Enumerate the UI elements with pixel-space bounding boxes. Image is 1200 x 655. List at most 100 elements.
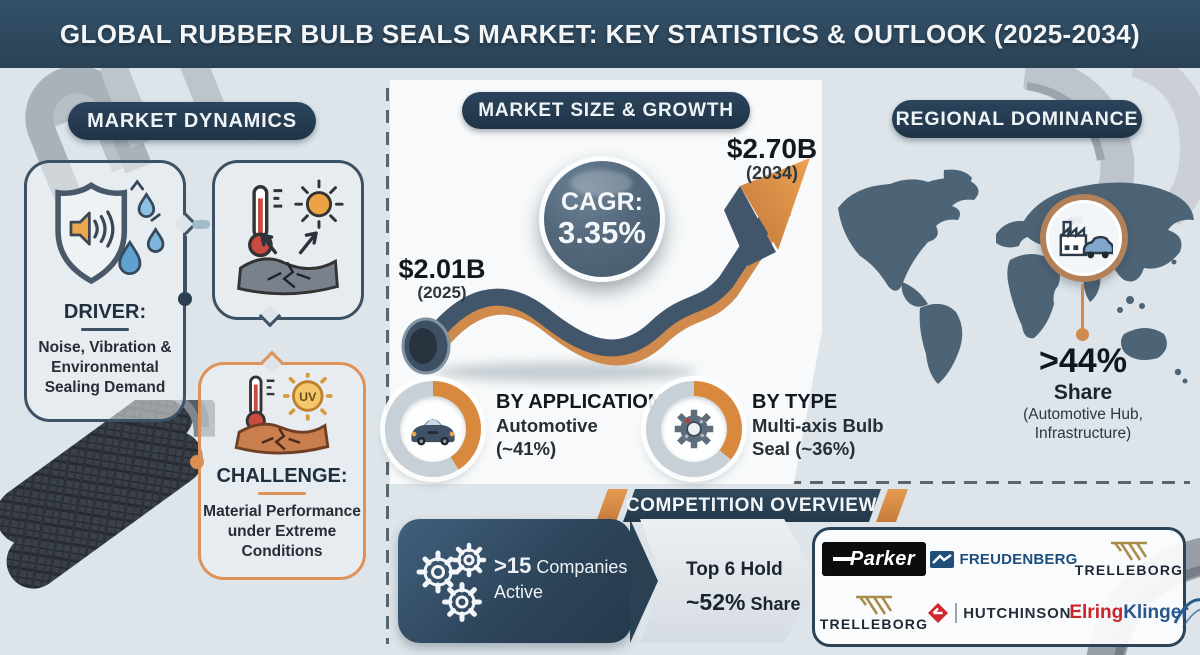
gears-icon [416, 542, 487, 622]
by-application-text: BY APPLICATION Automotive (~41%) [496, 390, 662, 460]
market-end-value: $2.70B (2034) [722, 134, 822, 184]
decor-seal-bottom-left [0, 400, 215, 589]
market-start-value: $2.01B (2025) [396, 255, 488, 303]
shield-sound-waterdrops-icon [55, 179, 165, 285]
connector-dot-navy [178, 292, 192, 306]
logo-freudenberg: FREUDENBERG [930, 550, 1078, 568]
trelleborg-wordmark: TRELLEBORG [1074, 562, 1184, 578]
section-title-market-size: MARKET SIZE & GROWTH [462, 92, 750, 129]
connector-line-driver [184, 236, 187, 292]
regional-note-line2: Infrastructure) [1034, 425, 1132, 443]
top6-line1: Top 6 Hold [686, 559, 783, 580]
elring-wordmark: Elring [1069, 602, 1124, 623]
top6-share-value: ~52% [686, 588, 746, 615]
logo-trelleborg-2: TRELLEBORG [820, 595, 928, 631]
freudenberg-flag-icon [930, 550, 955, 568]
page-title: GLOBAL RUBBER BULB SEALS MARKET: KEY STA… [59, 18, 1141, 49]
top6-share-word: Share [745, 593, 801, 614]
divider-vertical-dashed [386, 88, 389, 644]
market-dynamics-label: MARKET DYNAMICS [87, 109, 297, 132]
thermometer-uv-crack-icon: UV [234, 373, 333, 455]
elringklinger-swoosh-icon [1173, 598, 1200, 628]
regional-share-label: Share [1053, 381, 1113, 404]
hutchinson-divider [955, 603, 958, 623]
challenge-bubble: UV CHALLENGE: Material Performance under… [198, 362, 366, 580]
end-value: $2.70B [726, 133, 818, 164]
challenge-text-line: Material Performance [203, 503, 361, 520]
competitor-logos-panel: Parker FREUDENBERG TRELLEBORG TRELLEBORG [812, 527, 1200, 647]
badge-stem-dot [1076, 328, 1089, 341]
by-type-line1: Multi-axis Bulb [752, 415, 884, 436]
challenge-label: CHALLENGE: [216, 465, 348, 487]
challenge-text: Material Performance under Extreme Condi… [203, 502, 361, 561]
regional-share-block: >44% Share (Automotive Hub, Infrastructu… [990, 344, 1176, 444]
driver-bubble: DRIVER: Noise, Vibration & Environmental… [24, 160, 186, 422]
start-year: (2025) [417, 283, 467, 303]
companies-count: >15 [494, 553, 532, 578]
cagr-circle: CAGR: 3.35% [539, 156, 665, 282]
companies-active-word: Active [494, 581, 544, 602]
hutchinson-mark-icon [928, 603, 949, 623]
competition-title: COMPETITION OVERVIEW [626, 494, 878, 516]
regional-label: REGIONAL DOMINANCE [895, 107, 1139, 130]
regional-share-value: >44% [1039, 342, 1127, 380]
banner-orange-slash-left [595, 489, 629, 522]
by-type-text: BY TYPE Multi-axis Bulb Seal (~36%) [752, 390, 884, 460]
section-title-regional: REGIONAL DOMINANCE [892, 100, 1142, 138]
driver-text-line: Environmental [51, 358, 159, 376]
companies-active-text: >15 Companies Active [494, 552, 634, 604]
top6-share-text: Top 6 Hold ~52% Share [686, 556, 801, 619]
start-value: $2.01B [398, 254, 486, 284]
driver-label: DRIVER: [63, 301, 147, 323]
driver-underline [81, 328, 129, 331]
hutchinson-trademark: ° [1077, 608, 1081, 618]
challenge-underline [258, 492, 306, 495]
parker-wordmark: Parker [849, 547, 916, 570]
donut-by-type [646, 381, 742, 477]
by-application-title: BY APPLICATION [496, 391, 663, 413]
top6-chevron [640, 519, 818, 643]
regional-note-line1: (Automotive Hub, [1023, 406, 1143, 423]
challenge-text-line: Conditions [241, 542, 323, 560]
competition-banner: COMPETITION OVERVIEW [595, 489, 909, 522]
by-application-line1: Automotive [496, 415, 598, 436]
parker-dash [832, 557, 853, 561]
trelleborg-wordmark: TRELLEBORG [819, 616, 929, 632]
growth-arrow [401, 158, 810, 382]
connector-dot-orange [190, 455, 204, 469]
donut-type-center [661, 396, 727, 462]
section-title-market-dynamics: MARKET DYNAMICS [68, 102, 316, 140]
header-banner: GLOBAL RUBBER BULB SEALS MARKET: KEY STA… [0, 0, 1200, 68]
regional-hub-badge [1040, 194, 1128, 282]
connector-nub [192, 220, 210, 229]
klinger-wordmark: Klinger [1123, 602, 1189, 623]
logo-trelleborg-1: TRELLEBORG [1075, 541, 1183, 577]
uv-label: UV [299, 390, 317, 404]
logo-parker: Parker [822, 542, 926, 576]
banner-orange-slash-right [875, 489, 909, 522]
challenge-icon-bubble [212, 160, 364, 320]
by-type-line2: Seal (~36%) [752, 438, 856, 460]
badge-stem-line [1081, 284, 1084, 328]
companies-active-box [398, 519, 632, 643]
market-size-label: MARKET SIZE & GROWTH [478, 99, 734, 121]
driver-text-line: Noise, Vibration & [38, 339, 172, 356]
freudenberg-wordmark: FREUDENBERG [959, 550, 1078, 568]
banner-body: COMPETITION OVERVIEW [622, 489, 882, 522]
driver-text-line: Sealing Demand [44, 378, 166, 396]
by-type-title: BY TYPE [752, 391, 838, 413]
driver-text: Noise, Vibration & Environmental Sealing… [38, 338, 171, 397]
car-icon [411, 418, 455, 445]
thermometer-sun-crack-icon [237, 179, 344, 296]
logo-elringklinger: Elring Klinger [1069, 598, 1200, 628]
gear-icon [674, 409, 714, 449]
hutchinson-wordmark: HUTCHINSON [963, 604, 1072, 622]
cagr-label: CAGR: [561, 187, 643, 216]
companies-word: Companies [531, 557, 628, 577]
by-application-line2: (~41%) [496, 438, 557, 460]
challenge-text-line: under Extreme [227, 522, 337, 540]
donut-application-center [400, 396, 466, 462]
factory-car-icon [1059, 215, 1113, 258]
logo-hutchinson: HUTCHINSON ° [927, 602, 1081, 624]
